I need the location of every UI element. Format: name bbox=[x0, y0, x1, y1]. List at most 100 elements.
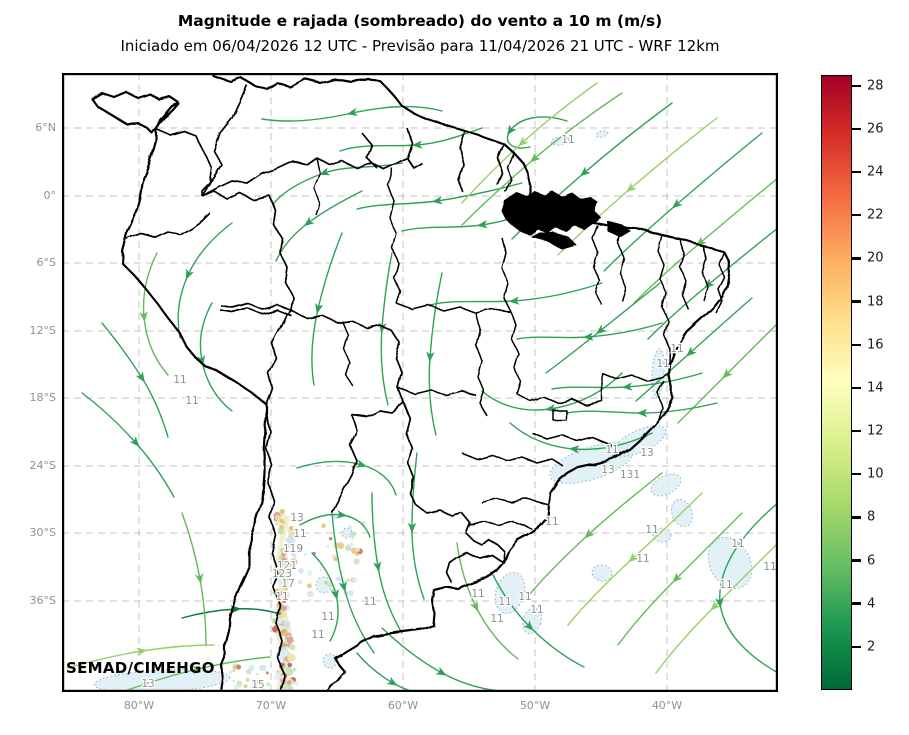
streamline bbox=[635, 297, 753, 402]
streamline bbox=[81, 392, 175, 498]
streamline bbox=[101, 322, 169, 438]
contour-label: 11 bbox=[645, 524, 658, 536]
gust-patch bbox=[595, 130, 609, 138]
colorbar-tick bbox=[852, 170, 861, 174]
contour-label: 11 bbox=[275, 591, 288, 603]
streamline bbox=[381, 627, 513, 692]
x-tick-label: 80°W bbox=[123, 699, 155, 712]
streamline bbox=[567, 492, 703, 626]
colorbar-tick bbox=[852, 559, 861, 562]
gust-patch bbox=[707, 536, 753, 590]
contour-label: 11 bbox=[763, 561, 776, 573]
streamline bbox=[139, 252, 169, 376]
state-border bbox=[701, 244, 709, 302]
contour-label: 11 bbox=[363, 596, 376, 608]
country-border bbox=[351, 402, 405, 418]
contour-label: 123 bbox=[272, 568, 292, 580]
streamline bbox=[523, 472, 663, 602]
coastline bbox=[120, 101, 268, 692]
contour-label: 11 bbox=[561, 134, 574, 146]
state-border bbox=[397, 387, 477, 396]
colorbar-tick bbox=[852, 343, 861, 346]
gust-patch bbox=[322, 653, 338, 669]
boundaries bbox=[90, 73, 732, 692]
state-border bbox=[552, 409, 567, 421]
streamline bbox=[426, 272, 443, 436]
country-border bbox=[361, 132, 378, 169]
streamline bbox=[677, 322, 778, 424]
colorbar-tick-label: 14 bbox=[867, 380, 884, 396]
state-border bbox=[387, 167, 401, 304]
state-border bbox=[679, 238, 689, 310]
contour-label: 11 bbox=[656, 358, 669, 370]
state-border bbox=[591, 224, 603, 306]
x-tick-label: 40°W bbox=[651, 699, 683, 712]
map-canvas: 11 11 11 11 11 13 11 119 121 123 17 11 11 11 11 15 13 11 1… bbox=[62, 73, 778, 692]
contour-label: 11 bbox=[719, 579, 732, 591]
colorbar-tick-label: 4 bbox=[867, 596, 876, 612]
y-tick-label: 18°S bbox=[29, 391, 56, 404]
state-border bbox=[601, 372, 671, 382]
streamline bbox=[566, 402, 718, 418]
state-border bbox=[481, 498, 550, 506]
gust-patch bbox=[93, 668, 231, 692]
streamline bbox=[121, 656, 271, 692]
contour-label: 13 bbox=[141, 678, 154, 690]
streamline bbox=[311, 232, 343, 386]
x-tick-label: 50°W bbox=[519, 699, 551, 712]
country-border bbox=[265, 412, 285, 692]
country-border bbox=[403, 402, 417, 506]
streamline bbox=[633, 177, 778, 304]
contour-label: 11 bbox=[490, 613, 503, 625]
state-border bbox=[341, 320, 353, 386]
streamline bbox=[66, 644, 215, 669]
country-border bbox=[201, 84, 248, 196]
colorbar-tick-label: 18 bbox=[867, 294, 884, 310]
gust-patch bbox=[494, 572, 526, 614]
contour-label: 13 bbox=[601, 464, 614, 476]
gust-patch bbox=[652, 527, 672, 543]
gust-patch bbox=[550, 136, 570, 146]
colorbar-tick-label: 12 bbox=[867, 423, 884, 439]
country-border bbox=[331, 414, 358, 514]
state-border bbox=[469, 520, 533, 530]
gust-patch bbox=[591, 564, 613, 582]
colorbar-tick bbox=[852, 300, 861, 303]
streamline bbox=[551, 372, 703, 391]
country-border bbox=[201, 190, 271, 201]
colorbar-tick-label: 28 bbox=[867, 78, 884, 94]
streamline bbox=[647, 227, 778, 340]
streamline bbox=[461, 92, 623, 226]
state-border bbox=[395, 302, 511, 314]
state-border bbox=[657, 380, 665, 422]
country-border bbox=[124, 212, 211, 240]
streamline bbox=[181, 512, 207, 646]
streamline bbox=[407, 452, 425, 600]
colorbar-tick bbox=[852, 473, 861, 476]
country-border bbox=[406, 127, 415, 169]
country-border bbox=[201, 157, 423, 197]
contour-label: 11 bbox=[731, 538, 744, 550]
colorbar-tick-label: 6 bbox=[867, 553, 876, 569]
colorbar bbox=[821, 75, 852, 690]
colorbar-tick-label: 26 bbox=[867, 121, 884, 137]
streamline bbox=[557, 117, 718, 256]
state-border bbox=[715, 252, 726, 314]
streamline bbox=[299, 510, 371, 538]
x-tick-label: 70°W bbox=[255, 699, 287, 712]
country-border bbox=[496, 143, 505, 186]
contour-label: 11 bbox=[545, 516, 558, 528]
streamline bbox=[429, 282, 603, 306]
contour-label: 121 bbox=[277, 560, 297, 572]
contour-label: 131 bbox=[620, 469, 640, 481]
y-tick-label: 36°S bbox=[29, 594, 56, 607]
streamline bbox=[261, 105, 443, 122]
state-border bbox=[657, 234, 671, 376]
colorbar-tick-label: 8 bbox=[867, 509, 876, 525]
state-border bbox=[461, 452, 563, 466]
y-tick-label: 0° bbox=[43, 189, 57, 202]
contour-label: 13 bbox=[640, 447, 653, 459]
state-border bbox=[475, 312, 487, 416]
